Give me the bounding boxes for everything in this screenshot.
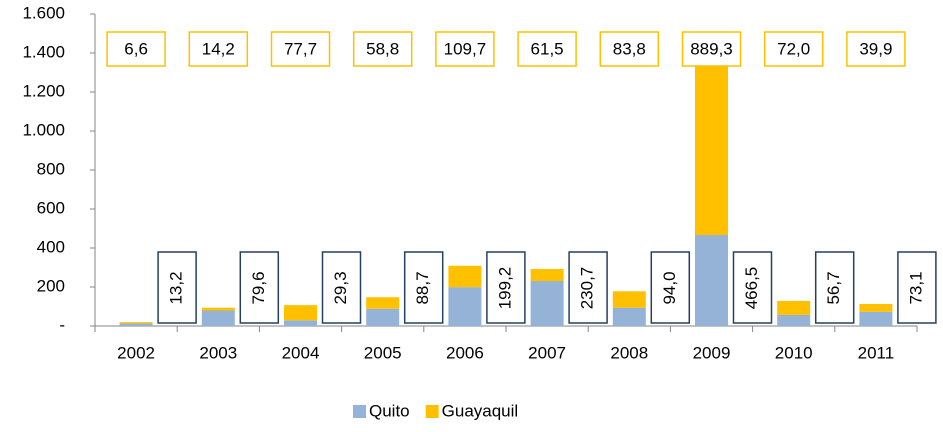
data-label: 13,2 [167,271,186,304]
data-label-box [732,251,773,324]
data-label-box [650,251,691,324]
data-label: 94,0 [660,271,679,304]
x-tick-label: 2011 [858,343,895,362]
legend-label: Guayaquil [442,401,519,420]
legend-swatch [425,405,439,418]
data-label-box [352,31,413,67]
bar-segment [366,297,400,309]
data-label-box [681,31,742,67]
bar-segment [284,320,317,326]
data-label: 58,8 [366,39,399,58]
y-tick-label: 1.000 [22,120,65,139]
x-tick-label: 2004 [282,343,320,362]
y-tick-label: 400 [37,237,65,256]
data-label-box [435,31,495,67]
x-tick-label: 2009 [693,343,731,362]
y-tick-label: 800 [37,159,65,178]
y-tick-label: 600 [37,198,65,217]
y-tick-label: 1.400 [22,42,65,61]
data-label-box [157,251,197,324]
data-label-box [599,31,660,67]
data-label: 79,6 [249,271,268,304]
data-label: 466,5 [742,267,761,310]
y-tick-label: 1.600 [22,3,65,22]
data-label: 73,1 [906,271,925,304]
y-tick-label: 200 [37,276,65,295]
bar-segment [366,308,400,326]
data-label-box [188,31,249,67]
x-tick-label: 2006 [446,343,484,362]
bar-segment [284,305,317,321]
data-label-box [106,31,166,67]
x-tick-label: 2010 [775,343,813,362]
data-label-box [486,251,526,324]
data-label-box [763,31,824,67]
data-label: 230,7 [578,267,597,310]
legend-label: Quito [369,401,410,420]
x-tick-label: 2008 [610,343,648,362]
x-tick-label: 2007 [528,343,566,362]
data-label: 83,8 [613,39,646,58]
data-label-box [517,31,577,67]
data-label: 199,2 [495,267,514,310]
data-label: 889,3 [690,39,733,58]
data-label: 6,6 [124,39,148,58]
data-label: 61,5 [531,39,564,58]
bar-segment [612,307,646,326]
bar-segment [859,311,893,326]
data-label-box [897,251,937,324]
data-label: 29,3 [331,271,350,304]
bar-segment [201,310,235,326]
bar-segment [777,300,811,315]
bar-segment [695,235,728,326]
data-label-box [814,251,855,324]
bar-segment [530,281,564,326]
data-label-box [568,251,608,324]
bar-segment [530,269,564,282]
bar-segment [859,303,893,312]
data-label-box [403,251,444,324]
legend-swatch [353,405,366,418]
data-label: 109,7 [444,39,487,58]
data-label-box [846,31,906,67]
bar-segment [448,287,482,326]
bar-segment [612,291,646,308]
data-label: 14,2 [202,39,235,58]
data-label-box [239,251,280,324]
data-label: 56,7 [824,271,843,304]
y-tick-label: - [59,315,65,334]
data-label: 39,9 [859,39,892,58]
bar-segment [119,323,153,326]
y-tick-label: 1.200 [22,81,65,100]
data-label-box [270,31,331,67]
bar-segment [695,61,728,236]
data-label-box [321,251,362,324]
x-tick-label: 2002 [117,343,155,362]
bar-segment [448,265,482,288]
data-label: 88,7 [413,271,432,304]
data-label: 72,0 [777,39,810,58]
data-label: 77,7 [284,39,317,58]
x-tick-label: 2003 [199,343,237,362]
bar-segment [777,314,811,326]
bar-segment [201,307,235,311]
bar-segment [119,322,153,324]
x-tick-label: 2005 [364,343,402,362]
